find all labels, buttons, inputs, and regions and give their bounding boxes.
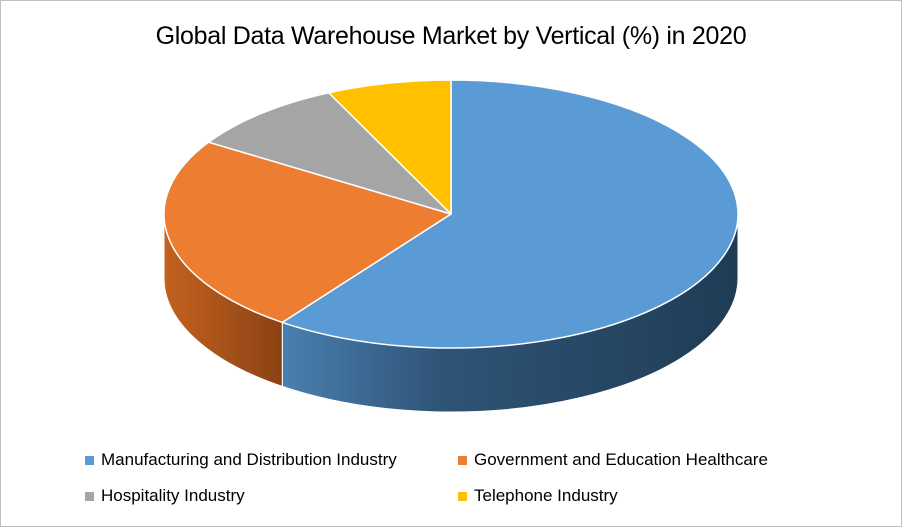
pie-slice-manufacturing bbox=[281, 79, 739, 349]
legend-swatch bbox=[458, 491, 467, 501]
legend-label: Telephone Industry bbox=[474, 486, 618, 505]
legend-item-manufacturing: Manufacturing and Distribution Industry bbox=[85, 450, 397, 470]
pie-slice-hospitality bbox=[207, 92, 452, 215]
legend-swatch bbox=[458, 455, 467, 465]
pie-slice-government bbox=[163, 141, 452, 324]
chart-title: Global Data Warehouse Market by Vertical… bbox=[155, 22, 747, 50]
legend-label: Manufacturing and Distribution Industry bbox=[101, 450, 397, 469]
legend-swatch bbox=[85, 491, 94, 501]
legend-item-telephone: Telephone Industry bbox=[458, 486, 618, 506]
legend-swatch bbox=[85, 455, 94, 465]
legend-item-hospitality: Hospitality Industry bbox=[85, 486, 245, 506]
legend-label: Hospitality Industry bbox=[101, 486, 245, 505]
legend-label: Government and Education Healthcare bbox=[474, 450, 768, 469]
legend-item-government: Government and Education Healthcare bbox=[458, 450, 768, 470]
pie-slice-telephone bbox=[328, 79, 452, 215]
